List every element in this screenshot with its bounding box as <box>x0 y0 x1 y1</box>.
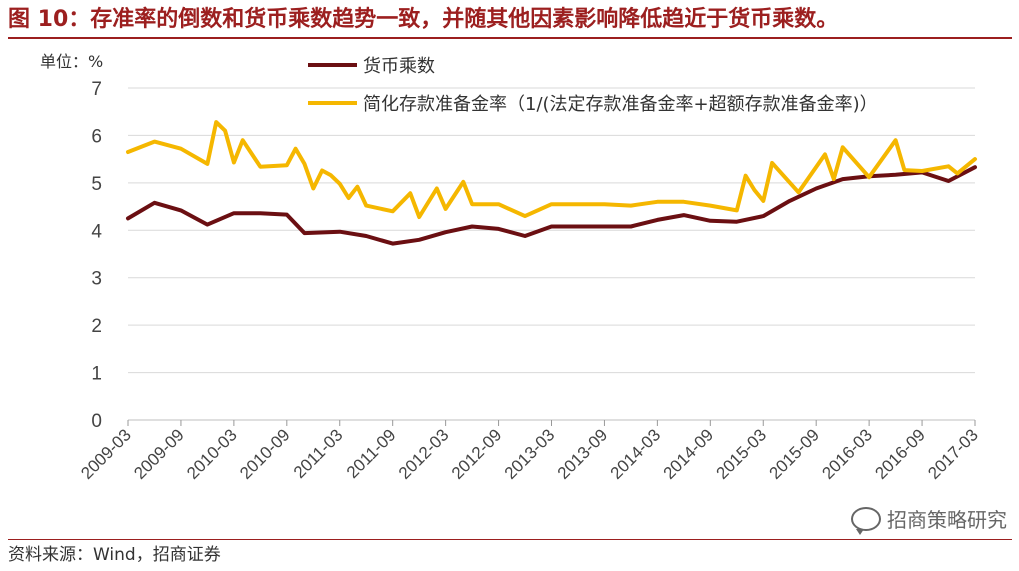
wechat-icon <box>851 506 881 535</box>
legend-label-1: 货币乘数 <box>363 56 435 77</box>
y-tick-label: 5 <box>91 174 102 195</box>
y-tick-label: 2 <box>91 316 102 337</box>
legend-label-2: 简化存款准备金率（1/(法定存款准备金率+超额存款准备金率)） <box>363 94 878 115</box>
y-tick-label: 4 <box>91 221 102 242</box>
y-tick-label: 6 <box>91 126 102 147</box>
figure-title: 图 10：存准率的倒数和货币乘数趋势一致，并随其他因素影响降低趋近于货币乘数。 <box>8 3 1012 39</box>
unit-label: 单位：% <box>40 52 103 71</box>
x-tick-label: 2011-03 <box>290 425 347 482</box>
x-tick-label: 2014-09 <box>660 425 718 483</box>
x-tick-label: 2015-09 <box>765 425 823 483</box>
y-tick-label: 1 <box>91 364 102 385</box>
series-line-1 <box>126 165 977 246</box>
x-tick-label: 2017-03 <box>924 425 982 483</box>
x-tick-label: 2016-03 <box>818 425 876 483</box>
y-tick-label: 3 <box>91 269 102 290</box>
x-tick-label: 2012-03 <box>395 425 453 483</box>
figure-source: 资料来源：Wind，招商证券 <box>8 539 1012 570</box>
x-tick-label: 2010-09 <box>236 425 294 483</box>
y-axis: 0 1 2 3 4 5 6 7 <box>91 79 102 432</box>
grid-lines <box>128 87 975 421</box>
x-tick-label: 2009-09 <box>130 425 188 483</box>
x-tick-label: 2010-03 <box>183 425 241 483</box>
x-tick-label: 2015-03 <box>713 425 771 483</box>
x-tick-label: 2014-03 <box>607 425 665 483</box>
y-tick-label: 0 <box>91 411 102 432</box>
x-tick-label: 2009-03 <box>77 425 135 483</box>
x-tick-label: 2011-09 <box>343 425 400 482</box>
x-tick-label: 2013-03 <box>501 425 559 483</box>
x-tick-label: 2013-09 <box>554 425 612 483</box>
watermark-text: 招商策略研究 <box>887 508 1007 532</box>
series-line-2 <box>126 120 977 219</box>
watermark: 招商策略研究 <box>851 504 1007 535</box>
x-tick-label: 2012-09 <box>448 425 506 483</box>
series-lines <box>126 120 977 246</box>
x-tick-label: 2016-09 <box>871 425 929 483</box>
x-axis: 2009-032009-092010-032010-092011-032011-… <box>77 420 982 483</box>
y-tick-label: 7 <box>91 79 102 100</box>
